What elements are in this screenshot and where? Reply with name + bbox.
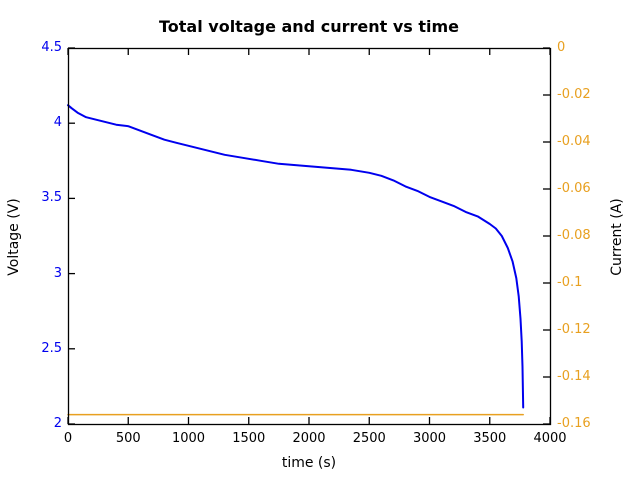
y-tick-label-left: 4.5 (41, 40, 62, 55)
y-tick-label-right: -0.1 (557, 275, 583, 290)
x-axis-label: time (s) (281, 455, 337, 471)
y-tick-label-left: 2.5 (41, 340, 62, 356)
series-line-0 (67, 104, 525, 409)
y-tick-label-right: -0.02 (557, 87, 591, 102)
x-tick-label: 2000 (292, 431, 326, 446)
y-tick-label-right: 0 (557, 40, 566, 55)
y-tick-label-right: -0.06 (557, 181, 591, 196)
y-tick-label-left: 4 (53, 115, 62, 131)
y-tick-label-right: -0.12 (557, 322, 591, 337)
x-tick-label: 1500 (232, 431, 266, 446)
x-tick-label: 4000 (533, 431, 567, 446)
x-tick-label: 2500 (352, 431, 386, 446)
y-tick-label-left: 2 (53, 416, 62, 431)
y-tick-label-left: 3.5 (41, 190, 62, 206)
x-tick-label: 0 (63, 431, 73, 446)
x-tick-label: 3000 (412, 431, 447, 446)
chart-title: Total voltage and current vs time (158, 17, 459, 36)
y-tick-label-left: 3 (53, 265, 62, 281)
y-tick-label-right: -0.04 (557, 134, 591, 149)
plot-border (67, 47, 552, 426)
y-tick-label-right: -0.08 (557, 228, 591, 243)
x-tick-label: 1000 (171, 431, 206, 446)
y-tick-label-right: -0.16 (557, 416, 591, 431)
y-tick-label-right: -0.14 (557, 369, 591, 384)
x-tick-label: 3500 (473, 431, 507, 446)
x-tick-label: 500 (115, 431, 141, 446)
